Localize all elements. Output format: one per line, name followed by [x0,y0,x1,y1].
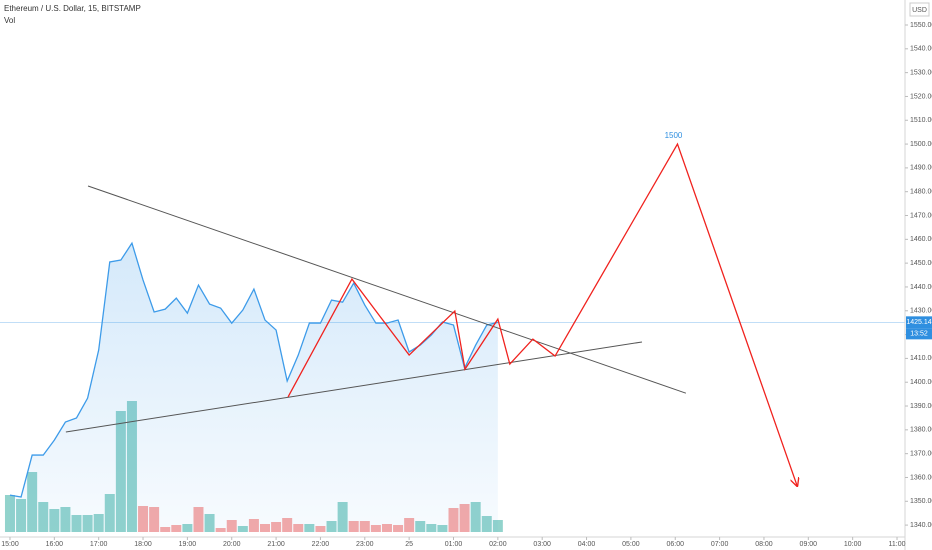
x-tick-label: 19:00 [179,541,197,548]
y-tick-label: 1530.00 [910,69,932,76]
x-tick-label: 02:00 [489,541,507,548]
x-tick-label: 18:00 [134,541,152,548]
symbol-title: Ethereum / U.S. Dollar, 15, BITSTAMP [4,4,141,13]
x-tick-label: 21:00 [267,541,285,548]
x-tick-label: 08:00 [755,541,773,548]
x-tick-label: 03:00 [533,541,551,548]
y-tick-label: 1500.00 [910,141,932,148]
trend-line [87,185,687,394]
x-tick-label: 17:00 [90,541,108,548]
x-tick-label: 20:00 [223,541,241,548]
x-tick-label: 05:00 [622,541,640,548]
y-tick-label: 1490.00 [910,165,932,172]
y-tick-label: 1390.00 [910,403,932,410]
y-tick-label: 1520.00 [910,93,932,100]
projection-path [287,142,797,486]
currency-label: USD [912,7,927,14]
y-tick-label: 1460.00 [910,236,932,243]
y-tick-label: 1430.00 [910,308,932,315]
y-tick-label: 1400.00 [910,379,932,386]
x-tick-label: 16:00 [46,541,64,548]
x-tick-label: 25 [405,541,413,548]
currency-box [909,2,930,17]
plot-area [0,142,905,532]
x-tick-label: 10:00 [844,541,862,548]
y-tick-label: 1370.00 [910,450,932,457]
y-tick-label: 1480.00 [910,189,932,196]
price-area [9,243,498,532]
trend-line [65,341,643,433]
x-tick-label: 04:00 [578,541,596,548]
y-tick-label: 1340.00 [910,522,932,529]
last-price-box [906,316,932,329]
x-tick-label: 23:00 [356,541,374,548]
last-price-label: 1425.14 [906,319,931,326]
y-tick-label: 1510.00 [910,117,932,124]
countdown-box [906,328,932,340]
x-tick-label: 01:00 [445,541,463,548]
y-tick-label: 1540.00 [910,46,932,53]
volume-legend: Vol [4,16,15,25]
y-tick-label: 1470.00 [910,212,932,219]
annotation: 1500 [665,131,683,140]
x-tick-label: 06:00 [666,541,684,548]
x-tick-label: 09:00 [800,541,818,548]
countdown-label: 13:52 [910,331,928,338]
y-tick-label: 1450.00 [910,260,932,267]
y-tick-label: 1440.00 [910,284,932,291]
x-tick-label: 07:00 [711,541,729,548]
y-tick-label: 1360.00 [910,474,932,481]
y-tick-label: 1410.00 [910,355,932,362]
y-tick-label: 1350.00 [910,498,932,505]
y-tick-label: 1380.00 [910,427,932,434]
x-tick-label: 11:00 [889,541,906,548]
x-tick-label: 22:00 [312,541,330,548]
y-tick-label: 1550.00 [910,22,932,29]
x-tick-label: 15:00 [1,541,19,548]
